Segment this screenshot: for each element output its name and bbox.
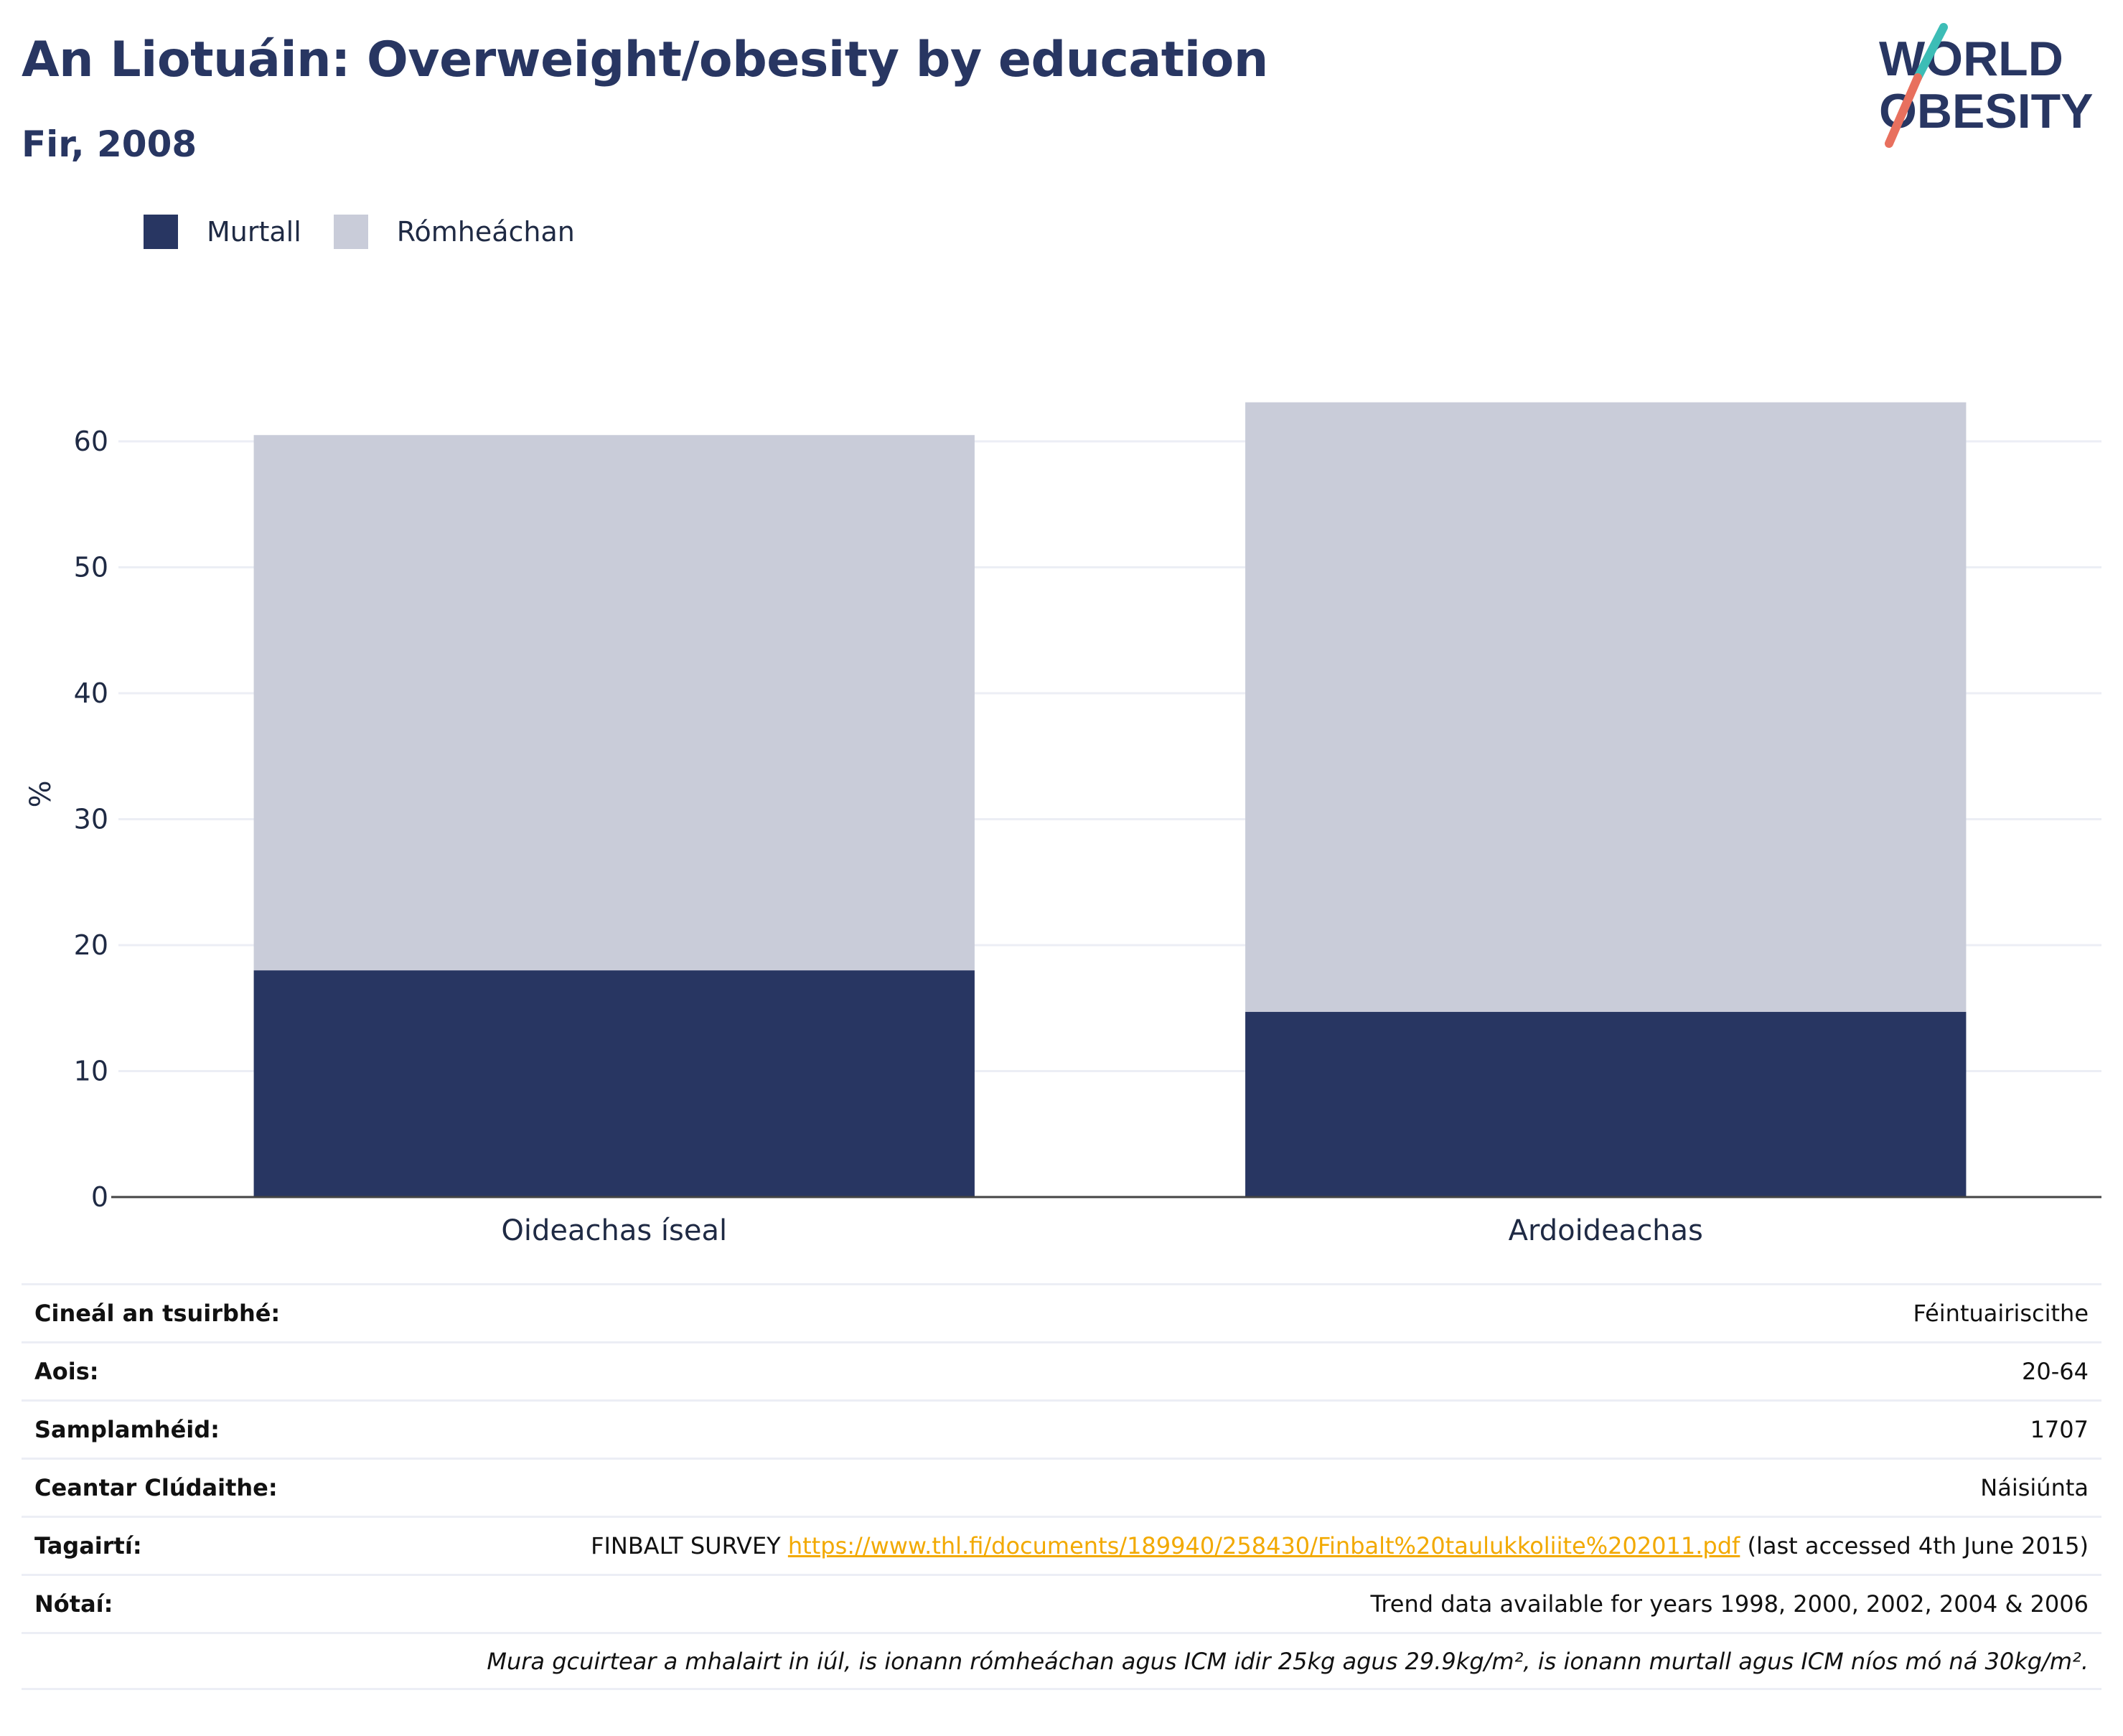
x-tick-label: Ardoideachas [1509,1214,1703,1247]
info-row-footnote: Mura gcuirtear a mhalairt in iúl, is ion… [22,1632,2101,1690]
bar-obese-0 [253,970,975,1197]
info-label-sample-size: Samplamhéid: [34,1416,220,1443]
info-label-references: Tagairtí: [34,1532,142,1559]
reference-prefix: FINBALT SURVEY [591,1532,788,1559]
info-label-coverage: Ceantar Clúdaithe: [34,1474,278,1501]
survey-info-table: Cineál an tsuirbhé: Féintuairiscithe Aoi… [22,1283,2101,1690]
bar-chart: 0 10 20 30 40 50 60% Oideachas íseal Ardoideacha… [24,402,2101,1247]
bar-obese-1 [1245,1012,1967,1197]
info-label-survey-type: Cineál an tsuirbhé: [34,1300,281,1327]
y-tick-label: 40 [74,677,108,709]
legend-item-obese[interactable]: Murtall [144,215,301,249]
info-value-sample-size: 1707 [2030,1416,2089,1443]
y-tick-label: 30 [74,804,108,835]
chart-legend: Murtall Rómheáchan [144,214,606,250]
legend-label-overweight: Rómheáchan [396,216,575,248]
info-value-notes: Trend data available for years 1998, 200… [1370,1590,2089,1618]
y-tick-label: 20 [74,929,108,961]
logo-word-world: WORLD [1879,32,2063,86]
y-tick-label: 10 [74,1056,108,1087]
world-obesity-logo: WORLD OBESITY [1879,23,2094,148]
info-value-references: FINBALT SURVEY https://www.thl.fi/docume… [591,1532,2089,1559]
reference-link[interactable]: https://www.thl.fi/documents/189940/2584… [787,1532,1740,1559]
legend-swatch-overweight [333,215,368,249]
legend-swatch-obese [144,215,178,249]
y-axis-label: % [24,780,57,807]
logo-slash-coral [1885,73,1922,148]
bar-overweight-0 [253,435,975,971]
logo-slash-teal [1913,23,1948,82]
bar-overweight-1 [1245,402,1967,1013]
definition-footnote: Mura gcuirtear a mhalairt in iúl, is ion… [487,1647,2089,1675]
info-row-references: Tagairtí: FINBALT SURVEY https://www.thl… [22,1516,2101,1574]
info-label-notes: Nótaí: [34,1590,113,1618]
info-row-notes: Nótaí: Trend data available for years 19… [22,1574,2101,1632]
chart-subtitle: Fir, 2008 [22,123,197,165]
info-row-age: Aois: 20-64 [22,1341,2101,1399]
info-value-age: 20-64 [2022,1358,2089,1385]
info-value-survey-type: Féintuairiscithe [1913,1300,2089,1327]
reference-suffix: (last accessed 4th June 2015) [1740,1532,2089,1559]
y-tick-label: 50 [74,552,108,583]
legend-item-overweight[interactable]: Rómheáchan [333,215,575,249]
x-tick-label: Oideachas íseal [501,1214,727,1247]
y-tick-label: 0 [91,1181,108,1213]
info-row-survey-type: Cineál an tsuirbhé: Féintuairiscithe [22,1283,2101,1341]
y-tick-label: 60 [74,426,108,457]
info-row-coverage: Ceantar Clúdaithe: Náisiúnta [22,1458,2101,1516]
chart-title: An Liotuáin: Overweight/obesity by educa… [22,32,1268,88]
info-label-age: Aois: [34,1358,99,1385]
legend-label-obese: Murtall [207,216,301,248]
info-row-sample-size: Samplamhéid: 1707 [22,1399,2101,1458]
info-value-coverage: Náisiúnta [1980,1474,2089,1501]
